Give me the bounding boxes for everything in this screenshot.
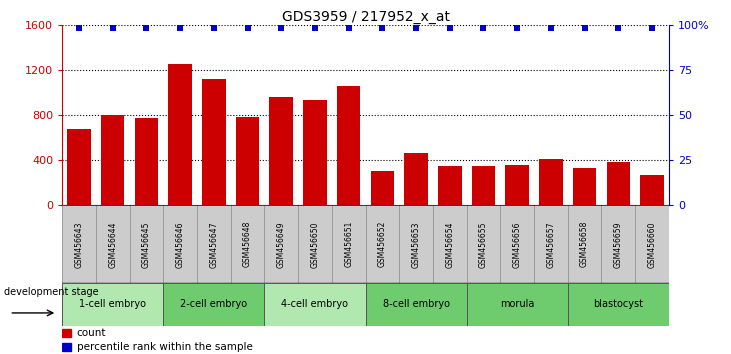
Text: blastocyst: blastocyst: [594, 299, 643, 309]
Bar: [404, 153, 428, 205]
Bar: [101, 115, 124, 205]
Text: GSM456643: GSM456643: [75, 221, 83, 268]
Text: morula: morula: [500, 299, 534, 309]
Bar: [640, 175, 664, 205]
Title: GDS3959 / 217952_x_at: GDS3959 / 217952_x_at: [281, 10, 450, 24]
Text: GSM456649: GSM456649: [277, 221, 286, 268]
Text: GSM456645: GSM456645: [142, 221, 151, 268]
Bar: [438, 166, 461, 205]
Text: GSM456659: GSM456659: [614, 221, 623, 268]
Text: percentile rank within the sample: percentile rank within the sample: [77, 342, 253, 352]
Point: [242, 25, 254, 31]
Text: GSM456652: GSM456652: [378, 221, 387, 268]
Point: [140, 25, 152, 31]
Text: GSM456660: GSM456660: [648, 221, 656, 268]
Text: GSM456651: GSM456651: [344, 221, 353, 268]
Text: 8-cell embryo: 8-cell embryo: [382, 299, 450, 309]
Bar: [265, 283, 366, 326]
Text: GSM456644: GSM456644: [108, 221, 117, 268]
Bar: [270, 97, 293, 205]
Bar: [466, 283, 568, 326]
Text: 2-cell embryo: 2-cell embryo: [181, 299, 247, 309]
Bar: [168, 64, 192, 205]
Point: [511, 25, 523, 31]
Text: GSM456654: GSM456654: [445, 221, 454, 268]
Text: GSM456648: GSM456648: [243, 221, 252, 268]
Bar: [163, 283, 265, 326]
Text: development stage: development stage: [4, 287, 98, 297]
Text: GSM456653: GSM456653: [412, 221, 420, 268]
Point: [73, 25, 85, 31]
Point: [579, 25, 591, 31]
Point: [174, 25, 186, 31]
Bar: [303, 101, 327, 205]
Text: 4-cell embryo: 4-cell embryo: [281, 299, 349, 309]
Text: GSM456658: GSM456658: [580, 221, 589, 268]
Text: GSM456655: GSM456655: [479, 221, 488, 268]
Point: [646, 25, 658, 31]
Text: GSM456656: GSM456656: [512, 221, 522, 268]
Text: count: count: [77, 328, 106, 338]
Point: [276, 25, 287, 31]
Point: [343, 25, 355, 31]
Point: [208, 25, 219, 31]
Bar: [539, 159, 563, 205]
Bar: [337, 86, 360, 205]
Point: [107, 25, 118, 31]
Text: GSM456657: GSM456657: [546, 221, 556, 268]
Text: GSM456646: GSM456646: [175, 221, 185, 268]
Text: GSM456647: GSM456647: [209, 221, 219, 268]
Bar: [202, 79, 226, 205]
Bar: [366, 283, 466, 326]
Bar: [568, 283, 669, 326]
Point: [376, 25, 388, 31]
Bar: [135, 119, 158, 205]
Bar: [67, 129, 91, 205]
Point: [444, 25, 455, 31]
Bar: [62, 329, 72, 337]
Bar: [573, 168, 596, 205]
Bar: [62, 343, 72, 351]
Bar: [607, 162, 630, 205]
Text: GSM456650: GSM456650: [311, 221, 319, 268]
Point: [613, 25, 624, 31]
Bar: [235, 117, 260, 205]
Bar: [62, 283, 163, 326]
Point: [309, 25, 321, 31]
Point: [410, 25, 422, 31]
Text: 1-cell embryo: 1-cell embryo: [79, 299, 146, 309]
Bar: [471, 166, 496, 205]
Point: [545, 25, 557, 31]
Bar: [371, 171, 394, 205]
Point: [477, 25, 489, 31]
Bar: [505, 165, 529, 205]
